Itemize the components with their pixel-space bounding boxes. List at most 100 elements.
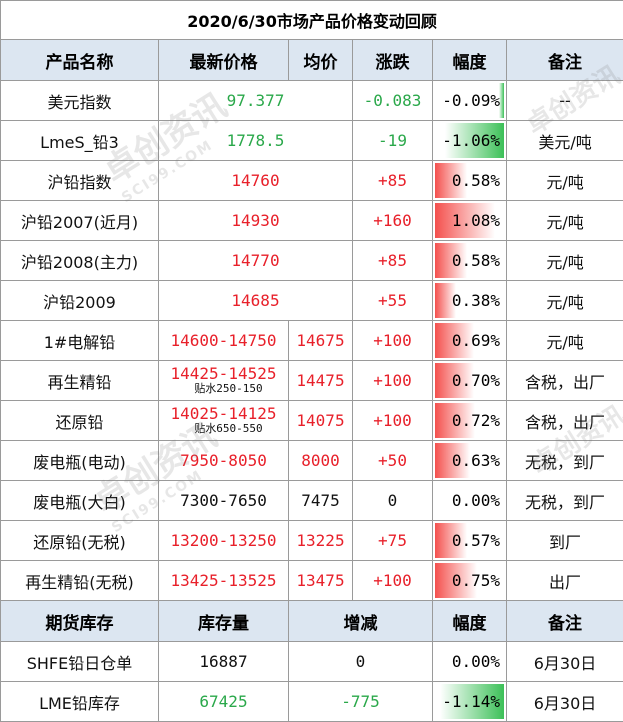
note: 美元/吨 [507, 121, 623, 161]
note: 元/吨 [507, 241, 623, 281]
note: -- [507, 81, 623, 121]
inventory-change: 0 [289, 642, 433, 682]
note: 元/吨 [507, 201, 623, 241]
note: 含税，出厂 [507, 401, 623, 441]
pct-cell: 0.00% [433, 642, 507, 682]
price-change: -19 [353, 121, 433, 161]
pct-cell: 0.00% [433, 481, 507, 521]
latest-price: 14600-14750 [159, 321, 289, 361]
price-range: 14025-14125 [171, 404, 277, 423]
avg-price: 14475 [289, 361, 353, 401]
latest-price: 13200-13250 [159, 521, 289, 561]
price-change: +100 [353, 361, 433, 401]
product-name: 还原铅 [1, 401, 159, 441]
product-name: 沪铅2009 [1, 281, 159, 321]
pct-cell: 0.63% [433, 441, 507, 481]
pct-value: 1.08% [452, 211, 500, 230]
avg-price: 13225 [289, 521, 353, 561]
product-name: 废电瓶(电动) [1, 441, 159, 481]
pct-value: 0.38% [452, 291, 500, 310]
pct-cell: 0.72% [433, 401, 507, 441]
pct-value: 0.58% [452, 171, 500, 190]
pct-value: 0.63% [452, 451, 500, 470]
product-name: 还原铅(无税) [1, 521, 159, 561]
latest-price: 7300-7650 [159, 481, 289, 521]
pct-cell: -1.06% [433, 121, 507, 161]
header-pct: 幅度 [433, 40, 507, 81]
product-name: 废电瓶(大白) [1, 481, 159, 521]
price-change: +55 [353, 281, 433, 321]
inv-header-note: 备注 [507, 601, 623, 642]
inventory-qty: 67425 [159, 682, 289, 722]
note: 元/吨 [507, 321, 623, 361]
product-name: 沪铅2008(主力) [1, 241, 159, 281]
inventory-qty: 16887 [159, 642, 289, 682]
table-title: 2020/6/30市场产品价格变动回顾 [1, 1, 623, 40]
price-change: +75 [353, 521, 433, 561]
note: 元/吨 [507, 161, 623, 201]
pct-cell: 0.58% [433, 161, 507, 201]
latest-price: 14770 [159, 241, 353, 281]
product-name: 1#电解铅 [1, 321, 159, 361]
avg-price: 8000 [289, 441, 353, 481]
pct-value: -1.14% [442, 692, 500, 711]
table-header: 产品名称 最新价格 均价 涨跌 幅度 备注 [1, 40, 623, 81]
pct-cell: -0.09% [433, 81, 507, 121]
avg-price: 13475 [289, 561, 353, 601]
pct-cell: 0.69% [433, 321, 507, 361]
price-change: +85 [353, 161, 433, 201]
pct-value: 0.57% [452, 531, 500, 550]
product-name: 沪铅2007(近月) [1, 201, 159, 241]
header-note: 备注 [507, 40, 623, 81]
product-name: 再生精铅 [1, 361, 159, 401]
inventory-name: LME铅库存 [1, 682, 159, 722]
product-name: 沪铅指数 [1, 161, 159, 201]
avg-price: 14075 [289, 401, 353, 441]
price-discount: 贴水250-150 [159, 383, 288, 395]
price-discount: 贴水650-550 [159, 423, 288, 435]
header-price: 最新价格 [159, 40, 289, 81]
latest-price: 14685 [159, 281, 353, 321]
price-change: +100 [353, 321, 433, 361]
pct-value: 0.00% [452, 491, 500, 510]
inv-header-change: 增减 [289, 601, 433, 642]
pct-value: 0.00% [452, 652, 500, 671]
pct-cell: 0.58% [433, 241, 507, 281]
latest-price: 1778.5 [159, 121, 353, 161]
header-product: 产品名称 [1, 40, 159, 81]
pct-value: 0.58% [452, 251, 500, 270]
note: 元/吨 [507, 281, 623, 321]
note: 无税，到厂 [507, 481, 623, 521]
note: 无税，到厂 [507, 441, 623, 481]
price-change: 0 [353, 481, 433, 521]
latest-price: 14760 [159, 161, 353, 201]
latest-price: 7950-8050 [159, 441, 289, 481]
note: 到厂 [507, 521, 623, 561]
price-change: +100 [353, 401, 433, 441]
avg-price: 7475 [289, 481, 353, 521]
pct-cell: -1.14% [433, 682, 507, 722]
pct-cell: 0.75% [433, 561, 507, 601]
inventory-change: -775 [289, 682, 433, 722]
product-name: LmeS_铅3 [1, 121, 159, 161]
latest-price: 14930 [159, 201, 353, 241]
price-change: +160 [353, 201, 433, 241]
header-change: 涨跌 [353, 40, 433, 81]
price-range: 14425-14525 [171, 364, 277, 383]
inventory-header: 期货库存 库存量 增减 幅度 备注 [1, 601, 623, 642]
note: 出厂 [507, 561, 623, 601]
product-name: 美元指数 [1, 81, 159, 121]
